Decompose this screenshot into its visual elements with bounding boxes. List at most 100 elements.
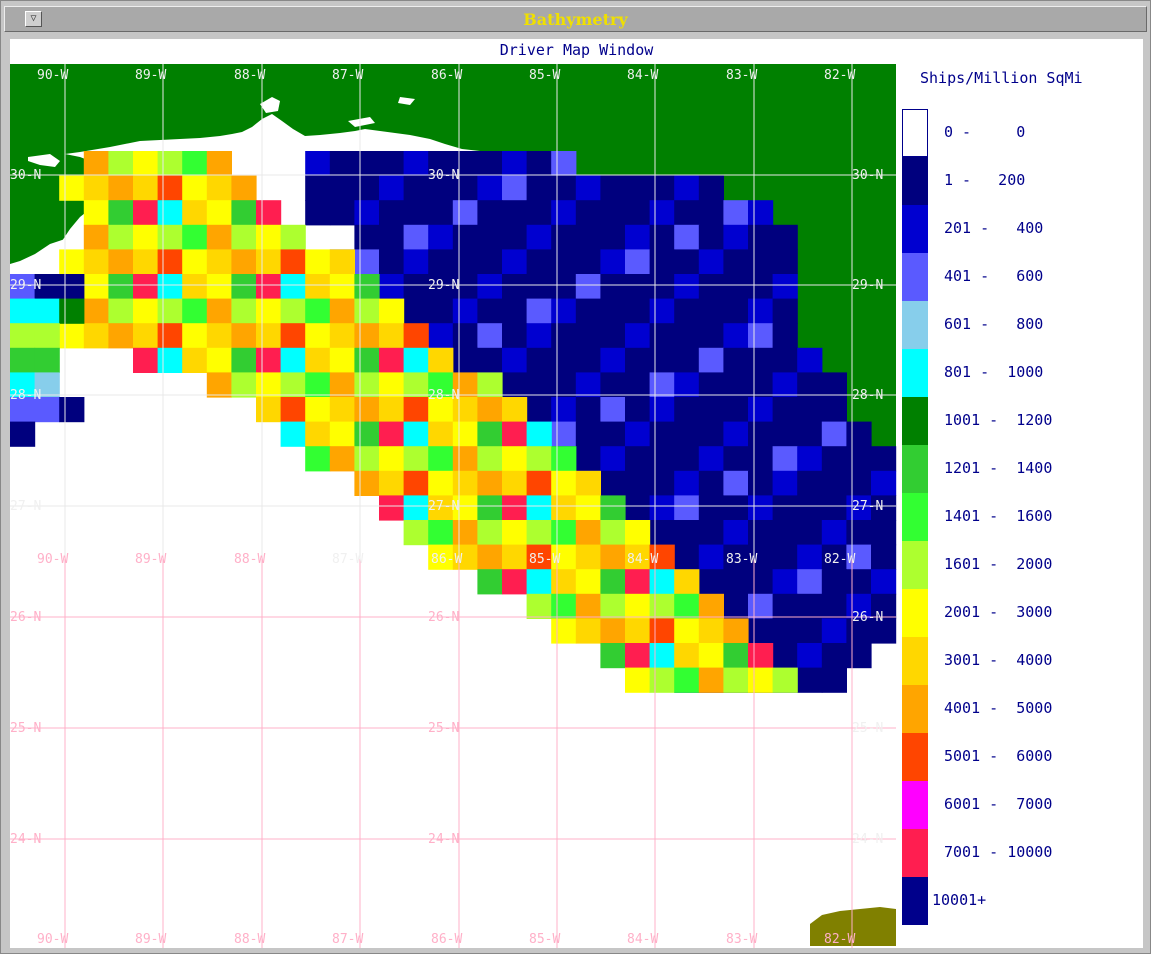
density-cell [748, 544, 774, 570]
density-cell [748, 495, 774, 521]
density-cell [477, 421, 503, 447]
density-cell [748, 618, 774, 644]
density-cell [133, 151, 159, 177]
density-cell [674, 298, 700, 324]
density-cell [502, 249, 528, 275]
density-cell [354, 372, 380, 398]
density-cell [403, 200, 429, 226]
density-cell [797, 347, 823, 373]
density-cell [428, 298, 454, 324]
density-cell [256, 224, 282, 250]
density-cell [625, 224, 651, 250]
density-cell [625, 446, 651, 472]
density-cell [575, 446, 601, 472]
density-cell [748, 200, 774, 226]
density-cell [600, 593, 626, 619]
density-cell [526, 470, 552, 496]
density-cell [502, 569, 528, 595]
legend-label: 601 - 800 [944, 315, 1044, 333]
density-cell [575, 618, 601, 644]
density-cell [674, 643, 700, 669]
density-cell [10, 397, 36, 423]
density-cell [157, 323, 183, 349]
density-cell [157, 347, 183, 373]
density-cell [157, 298, 183, 324]
legend-swatch [902, 301, 928, 349]
density-cell [305, 323, 331, 349]
window-menu-button[interactable]: ▽ [25, 11, 42, 27]
density-cell [649, 618, 675, 644]
density-cell [83, 224, 109, 250]
grid-label: 24-N [852, 832, 883, 847]
density-cell [379, 495, 405, 521]
legend-item: 1601 - 2000 [902, 541, 1142, 589]
density-cell [452, 421, 478, 447]
grid-label: 26-N [428, 610, 459, 625]
density-cell [600, 274, 626, 300]
density-cell [674, 593, 700, 619]
density-cell [133, 175, 159, 201]
density-cell [846, 495, 872, 521]
density-cell [133, 274, 159, 300]
density-cell [748, 224, 774, 250]
density-cell [477, 249, 503, 275]
density-cell [846, 593, 872, 619]
density-cell [797, 421, 823, 447]
density-cell [526, 397, 552, 423]
density-cell [428, 544, 454, 570]
density-cell [403, 224, 429, 250]
density-cell [649, 200, 675, 226]
density-cell [772, 274, 798, 300]
title-bar[interactable]: ▽ Bathymetry [4, 6, 1147, 32]
density-cell [526, 151, 552, 177]
density-cell [452, 372, 478, 398]
grid-label: 87-W [332, 68, 363, 83]
density-cell [723, 274, 749, 300]
map-canvas[interactable]: 90-W 89-W 88-W 87-W 86-W 85-W 84-W 83-W 82-W 90-W… [10, 39, 1143, 948]
density-cell [329, 347, 355, 373]
density-cell [797, 372, 823, 398]
density-cell [551, 544, 577, 570]
legend-swatch [902, 349, 928, 397]
density-cell [428, 175, 454, 201]
density-cell [428, 520, 454, 546]
grid-label: 84-W [627, 68, 658, 83]
density-cell [231, 274, 257, 300]
density-cell [748, 274, 774, 300]
density-cell [748, 347, 774, 373]
density-cell [625, 470, 651, 496]
density-cell [600, 618, 626, 644]
density-cell [477, 569, 503, 595]
density-cell [723, 495, 749, 521]
density-cell [133, 323, 159, 349]
density-cell [477, 347, 503, 373]
density-cell [59, 323, 85, 349]
density-cell [231, 200, 257, 226]
density-cell [748, 372, 774, 398]
density-cell [551, 520, 577, 546]
density-cell [526, 421, 552, 447]
density-cell [502, 200, 528, 226]
density-cell [354, 421, 380, 447]
density-cell [723, 372, 749, 398]
density-cell [280, 249, 306, 275]
density-cell [575, 274, 601, 300]
density-cell [231, 175, 257, 201]
density-cell [108, 175, 134, 201]
density-cell [403, 397, 429, 423]
density-cell [600, 397, 626, 423]
density-cell [575, 175, 601, 201]
density-cell [133, 347, 159, 373]
legend-swatch [902, 733, 928, 781]
density-cell [403, 470, 429, 496]
legend-label: 1001 - 1200 [944, 411, 1053, 429]
legend-label: 6001 - 7000 [944, 795, 1053, 813]
density-cell [625, 593, 651, 619]
density-cell [477, 175, 503, 201]
density-cell [698, 446, 724, 472]
density-cell [674, 569, 700, 595]
density-cell [526, 593, 552, 619]
density-cell [821, 544, 847, 570]
density-cell [772, 298, 798, 324]
grid-label: 89-W [135, 932, 166, 947]
